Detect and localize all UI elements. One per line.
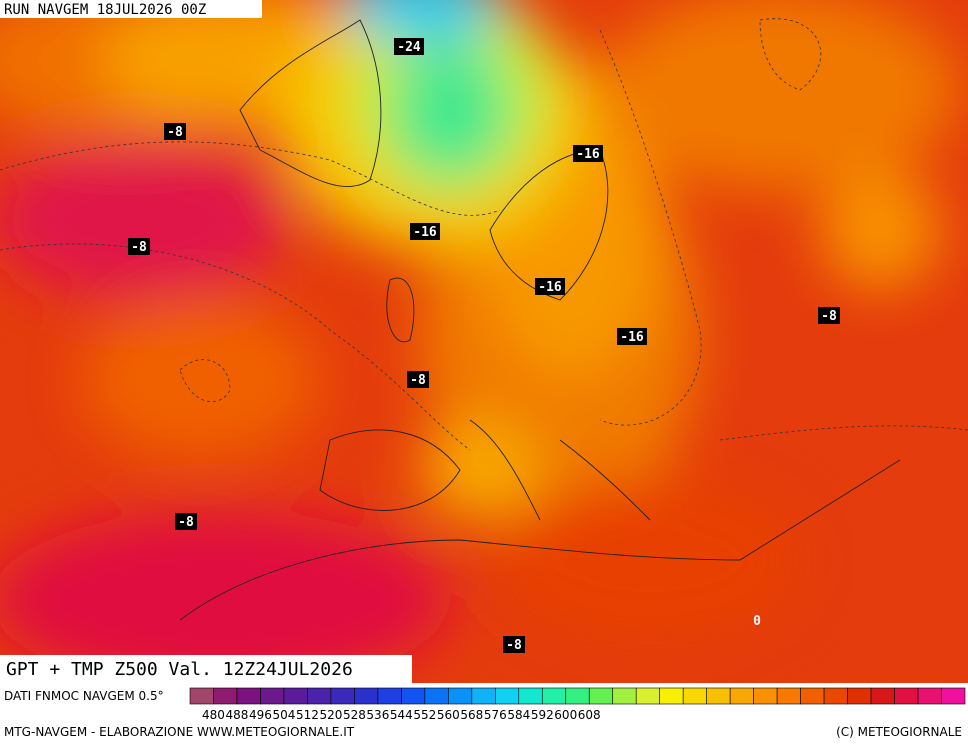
colorbar-label: 576 <box>484 708 507 722</box>
contour-label: -16 <box>535 278 565 295</box>
color-swatch <box>495 687 520 705</box>
color-swatch <box>307 687 332 705</box>
color-swatch <box>565 687 590 705</box>
colorbar-label: 512 <box>296 708 319 722</box>
color-swatch <box>213 687 238 705</box>
color-swatch <box>612 687 637 705</box>
color-swatch <box>424 687 449 705</box>
color-swatch <box>776 687 801 705</box>
run-box <box>0 0 262 18</box>
color-swatch <box>283 687 308 705</box>
source-label: DATI FNMOC NAVGEM 0.5° <box>4 689 164 703</box>
color-swatch <box>330 687 355 705</box>
color-swatch <box>541 687 567 705</box>
color-swatch <box>682 687 707 705</box>
contour-label: -24 <box>394 38 424 55</box>
contour-label: -8 <box>407 371 429 388</box>
colorbar-label: 504 <box>272 708 295 722</box>
color-swatch <box>800 687 825 705</box>
run-label: RUN NAVGEM 18JUL2026 00Z <box>4 2 206 18</box>
color-swatch <box>729 687 754 705</box>
color-swatch <box>401 687 426 705</box>
color-swatch <box>471 687 496 705</box>
contour-labels: -24 -8 -16 -8 -16 -16 -8 -16 -8 -8 0 -8 <box>128 38 840 653</box>
label-text: -16 <box>538 280 562 295</box>
label-text: -8 <box>131 240 147 255</box>
color-swatch <box>448 687 473 705</box>
color-swatch <box>847 687 872 705</box>
contour-label: -8 <box>503 636 525 653</box>
colorbar-label: 544 <box>390 708 413 722</box>
label-text: -16 <box>576 147 600 162</box>
footer-left: MTG-NAVGEM - ELABORAZIONE WWW.METEOGIORN… <box>4 725 355 739</box>
label-text: -24 <box>397 40 421 55</box>
contour-label: -8 <box>175 513 197 530</box>
color-swatch <box>823 687 848 705</box>
colorbar-label: 568 <box>460 708 483 722</box>
label-text: -8 <box>506 638 522 653</box>
colorbar-label: 584 <box>507 708 530 722</box>
colorbar-label: 552 <box>413 708 436 722</box>
color-swatch <box>518 687 543 705</box>
map-title: GPT + TMP Z500 Val. 12Z24JUL2026 <box>6 659 353 680</box>
color-swatch <box>941 687 966 705</box>
color-swatch <box>894 687 919 705</box>
color-swatch <box>588 687 614 705</box>
label-text: -16 <box>413 225 437 240</box>
color-swatch <box>659 687 684 705</box>
color-swatch <box>189 687 214 705</box>
isotherms <box>0 18 968 451</box>
colorbar-label: 600 <box>554 708 577 722</box>
colorbar: 480 488 496 504 512 520 528 536 544 552 560 568 576 5… <box>189 687 966 722</box>
map-field <box>0 0 968 683</box>
label-text: -8 <box>410 373 426 388</box>
color-swatch <box>706 687 731 705</box>
contour-label: -16 <box>410 223 440 240</box>
color-swatch <box>354 687 379 705</box>
label-text: -16 <box>620 330 644 345</box>
color-swatch <box>917 687 942 705</box>
colorbar-label: 488 <box>226 708 249 722</box>
color-swatch <box>870 687 895 705</box>
colorbar-label: 592 <box>531 708 554 722</box>
colorbar-label: 480 <box>202 708 225 722</box>
contour-label: -16 <box>617 328 647 345</box>
footer-right: (C) METEOGIORNALE <box>836 725 962 739</box>
color-swatch <box>377 687 402 705</box>
label-text: 0 <box>753 614 761 629</box>
colorbar-label: 608 <box>578 708 601 722</box>
label-text: -8 <box>821 309 837 324</box>
colorbar-label: 496 <box>249 708 272 722</box>
contour-label: -16 <box>573 145 603 162</box>
contour-label: -8 <box>128 238 150 255</box>
label-text: -8 <box>178 515 194 530</box>
contour-label: 0 <box>753 614 761 629</box>
colorbar-label: 528 <box>343 708 366 722</box>
color-swatch <box>236 687 261 705</box>
title-box <box>0 655 412 683</box>
color-swatch <box>260 687 285 705</box>
contour-label: -8 <box>164 123 186 140</box>
colorbar-label: 560 <box>437 708 460 722</box>
colorbar-label: 520 <box>319 708 342 722</box>
contour-label: -8 <box>818 307 840 324</box>
color-swatch <box>753 687 778 705</box>
label-text: -8 <box>167 125 183 140</box>
color-swatch <box>635 687 660 705</box>
coastlines <box>179 19 901 621</box>
colorbar-label: 536 <box>366 708 389 722</box>
